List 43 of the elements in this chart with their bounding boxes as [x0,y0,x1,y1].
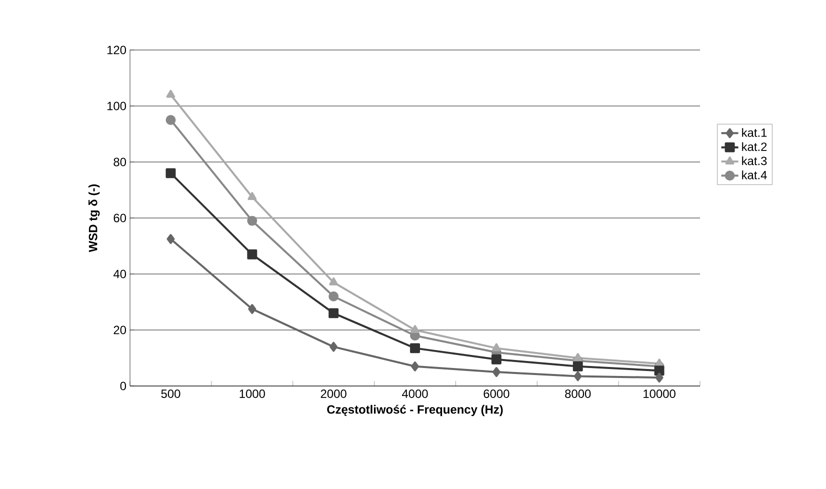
point [248,192,257,200]
legend-label: kat.1 [742,128,767,137]
legend-label: kat.2 [742,142,767,152]
point [329,277,338,286]
x-tick-label: 2000 [320,390,346,398]
point [248,304,256,314]
point [573,353,582,361]
point [491,354,502,364]
y-tick-label: 20 [114,326,126,334]
legend-label: kat.3 [742,156,767,166]
point [574,371,582,382]
point [247,249,258,260]
x-axis-title: Częstotliwość - Frequency (Hz) [327,404,503,416]
point [166,90,176,98]
y-axis-title: WSD tg δ (-) [88,184,100,252]
y-tick-label: 60 [114,214,126,222]
x-tick-label: 1000 [240,390,265,398]
point [572,361,583,372]
point [410,325,420,333]
point [247,216,258,226]
point [492,343,501,352]
point [166,115,176,125]
point [166,234,175,244]
y-tick-label: 40 [113,270,126,278]
x-tick-label: 10000 [644,390,676,398]
point [328,291,339,302]
point [411,361,419,372]
point [330,342,338,352]
y-tick-label: 120 [107,46,126,54]
point [654,366,664,376]
x-tick-label: 8000 [565,390,591,398]
point [328,308,339,318]
y-tick-label: 100 [107,102,126,110]
point [655,372,664,383]
y-tick-label: 80 [114,158,126,166]
point [410,343,420,354]
legend-label: kat.4 [742,170,767,180]
point [166,168,176,178]
point [492,367,500,377]
x-tick-label: 4000 [402,390,428,398]
x-tick-label: 500 [161,390,180,398]
y-tick-label: 0 [120,382,126,390]
x-tick-label: 6000 [484,390,510,398]
